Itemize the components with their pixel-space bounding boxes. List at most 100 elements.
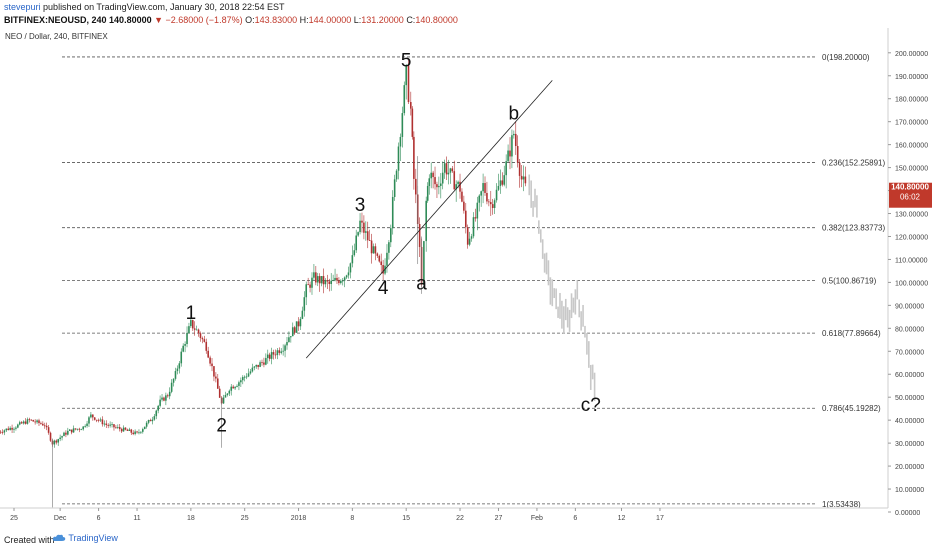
candle-body bbox=[205, 341, 208, 351]
candle-body bbox=[286, 342, 288, 346]
candle-body bbox=[276, 350, 279, 356]
trendline[interactable] bbox=[305, 80, 553, 359]
candle-body bbox=[507, 150, 509, 162]
wave-labels: 1 2 3 4 5 a b c? bbox=[186, 51, 601, 437]
candle-body bbox=[301, 310, 304, 319]
candle-body bbox=[111, 424, 113, 426]
candle-body bbox=[390, 228, 392, 243]
candle-body bbox=[155, 410, 158, 417]
candle-body bbox=[307, 284, 309, 286]
candle-body bbox=[211, 363, 213, 367]
candle-body bbox=[266, 354, 269, 359]
candle-body bbox=[463, 201, 465, 211]
last-price: 140.80000 bbox=[109, 15, 152, 25]
candle-body bbox=[505, 161, 507, 176]
candle-body bbox=[428, 178, 431, 186]
candle-body bbox=[5, 428, 8, 431]
x-tick-label: 22 bbox=[456, 515, 464, 522]
candle-body bbox=[115, 427, 117, 429]
candle-body bbox=[238, 382, 240, 386]
candle-body bbox=[363, 222, 365, 233]
current-price-time: 06:02 bbox=[900, 193, 921, 202]
candle-body bbox=[97, 419, 100, 421]
high-label: H: bbox=[299, 15, 309, 25]
candle-body bbox=[476, 202, 479, 219]
candle-body bbox=[32, 420, 35, 422]
candle-body bbox=[132, 432, 134, 435]
candle-body bbox=[470, 236, 473, 239]
candle-body bbox=[40, 423, 42, 424]
candle-body bbox=[28, 419, 31, 421]
candle-body bbox=[418, 224, 421, 247]
candle-body bbox=[282, 350, 284, 352]
candle-body bbox=[190, 320, 192, 327]
candle-body bbox=[514, 133, 517, 147]
candle-body bbox=[213, 366, 215, 377]
candle-body bbox=[172, 378, 175, 383]
candle-body bbox=[393, 179, 396, 197]
candle-body bbox=[478, 195, 481, 203]
candle-body bbox=[413, 136, 415, 179]
candle-body bbox=[241, 377, 244, 381]
candle-body bbox=[391, 196, 394, 229]
candle-body bbox=[284, 345, 286, 351]
x-tick-label: Dec bbox=[54, 515, 67, 522]
current-price-value: 140.80000 bbox=[891, 183, 929, 192]
candle-body bbox=[3, 430, 6, 433]
candle-body bbox=[145, 422, 148, 427]
candle-body bbox=[184, 344, 186, 346]
chart-header: stevepuri published on TradingView.com, … bbox=[0, 0, 932, 28]
candle-body bbox=[17, 424, 19, 428]
close-label: C: bbox=[406, 15, 416, 25]
candle-body bbox=[47, 427, 50, 433]
wave-label: 4 bbox=[378, 278, 389, 299]
symbol-label[interactable]: BITFINEX:NEOUSD, 240 bbox=[4, 15, 107, 25]
candle-body bbox=[176, 368, 179, 372]
candle-body bbox=[84, 425, 86, 427]
candle-body bbox=[42, 423, 44, 426]
candle-body bbox=[78, 428, 81, 430]
candle-body bbox=[251, 367, 254, 372]
fib-label-0.618: 0.618(77.89664) bbox=[822, 329, 881, 338]
y-tick-label: 120.00000 bbox=[895, 234, 928, 241]
candle-body bbox=[330, 280, 333, 284]
candle-body bbox=[464, 210, 467, 228]
price-axis[interactable]: 0.00000 10.00000 20.00000 30.00000 40.00000 5… bbox=[888, 51, 928, 517]
candle-body bbox=[459, 181, 461, 192]
author-link[interactable]: stevepuri bbox=[4, 2, 41, 12]
price-chart[interactable]: 0(198.20000) 0.236(152.25891) 0.382(123.83… bbox=[0, 28, 932, 525]
price-change: ▼ −2.68000 (−1.87%) bbox=[154, 15, 243, 25]
candle-body bbox=[30, 419, 33, 421]
candle-body bbox=[76, 428, 79, 430]
candle-body bbox=[439, 183, 442, 186]
candle-body bbox=[347, 272, 350, 276]
candle-body bbox=[425, 200, 427, 242]
y-tick-label: 90.00000 bbox=[895, 303, 924, 310]
candle-body bbox=[174, 371, 177, 379]
candle-body bbox=[124, 427, 127, 430]
candle-body bbox=[113, 424, 115, 428]
x-tick-label: 6 bbox=[97, 515, 101, 522]
candle-body bbox=[201, 338, 204, 340]
candle-body bbox=[334, 277, 336, 281]
candle-body bbox=[405, 65, 407, 86]
candle-body bbox=[105, 423, 108, 425]
candle-body bbox=[117, 427, 119, 428]
candle-series bbox=[0, 58, 527, 508]
candle-body bbox=[480, 191, 482, 196]
candle-body bbox=[122, 427, 125, 432]
tradingview-logo[interactable]: TradingView bbox=[52, 533, 118, 543]
candle-body bbox=[99, 419, 102, 421]
y-tick-label: 170.00000 bbox=[895, 120, 928, 127]
y-tick-label: 150.00000 bbox=[895, 166, 928, 173]
low-label: L: bbox=[353, 15, 362, 25]
candle-body bbox=[43, 425, 46, 427]
candle-body bbox=[380, 261, 382, 266]
candle-body bbox=[63, 432, 65, 437]
candle-body bbox=[118, 427, 121, 430]
symbol-line: BITFINEX:NEOUSD, 240 140.80000 ▼ −2.6800… bbox=[4, 15, 458, 26]
candle-body bbox=[74, 428, 77, 430]
time-axis[interactable]: 25 Dec 6 11 18 25 2018 8 15 22 27 Feb 6 12 17 bbox=[10, 508, 664, 522]
x-tick-label: 27 bbox=[495, 515, 503, 522]
candle-body bbox=[295, 321, 298, 333]
